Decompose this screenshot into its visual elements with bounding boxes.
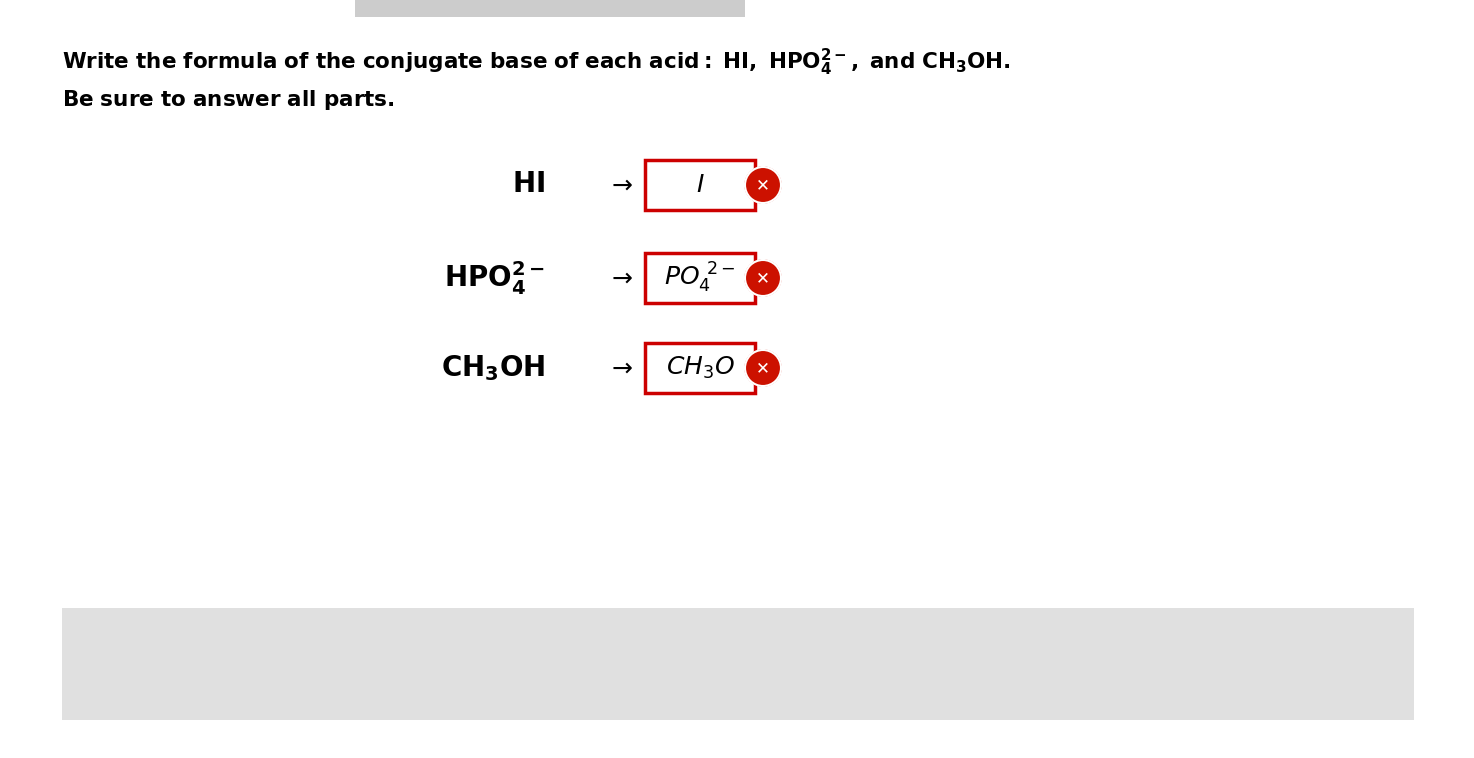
Text: ✕: ✕ [756, 269, 769, 287]
Circle shape [744, 260, 781, 296]
Text: ✕: ✕ [756, 359, 769, 377]
Text: $\mathbf{HPO_4^{2-}}$: $\mathbf{HPO_4^{2-}}$ [444, 259, 545, 297]
Text: $\rightarrow$: $\rightarrow$ [607, 174, 634, 196]
Bar [646, 253, 755, 303]
Text: $\rightarrow$: $\rightarrow$ [607, 356, 634, 380]
Circle shape [744, 350, 781, 386]
Text: $\mathbf{Be\ sure\ to\ answer\ all\ parts.}$: $\mathbf{Be\ sure\ to\ answer\ all\ part… [62, 88, 395, 112]
Circle shape [744, 167, 781, 203]
Bar [355, 0, 744, 17]
Bar [62, 608, 1414, 720]
Text: $PO_4^{\ 2-}$: $PO_4^{\ 2-}$ [665, 261, 736, 295]
Text: ✕: ✕ [756, 176, 769, 194]
Text: $CH_3O$: $CH_3O$ [666, 355, 734, 381]
Bar [646, 343, 755, 393]
Text: $I$: $I$ [696, 174, 705, 196]
Text: $\mathbf{HI}$: $\mathbf{HI}$ [511, 171, 545, 199]
Bar [646, 160, 755, 210]
Text: $\mathbf{Write\ the\ formula\ of\ the\ conjugate\ base\ of\ each\ acid:\ HI,\ HP: $\mathbf{Write\ the\ formula\ of\ the\ c… [62, 47, 1011, 78]
Text: $\rightarrow$: $\rightarrow$ [607, 267, 634, 290]
Text: $\mathbf{CH_3OH}$: $\mathbf{CH_3OH}$ [441, 353, 545, 383]
